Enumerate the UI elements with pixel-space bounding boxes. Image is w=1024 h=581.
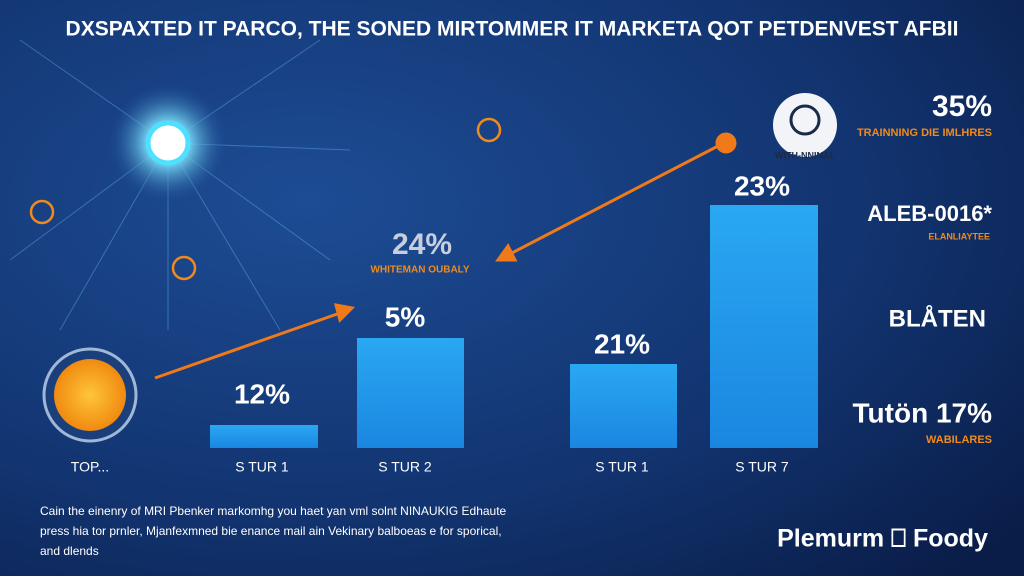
side-label: TRAINNING DIE IMLHRES bbox=[857, 127, 992, 139]
light-core bbox=[145, 120, 191, 166]
logo: Plemurm ⎕ Foody bbox=[777, 525, 988, 553]
bar bbox=[710, 205, 818, 448]
callout-value: 24% bbox=[392, 228, 452, 261]
bar-caption: S TUR 1 bbox=[595, 459, 649, 475]
bar-caption: S TUR 1 bbox=[235, 459, 289, 475]
badge-caption: WITH-NNINAL bbox=[775, 150, 835, 160]
side-value: BLÅTEN bbox=[889, 304, 986, 332]
bar-label: 12% bbox=[234, 378, 290, 409]
bar bbox=[570, 364, 677, 448]
side-label: WABILARES bbox=[926, 434, 992, 446]
side-value: Tutön 17% bbox=[853, 397, 993, 428]
footer-line: and dlends bbox=[40, 544, 99, 558]
bar-label: 5% bbox=[385, 301, 426, 332]
bar-label: 21% bbox=[594, 328, 650, 359]
bar bbox=[357, 338, 464, 448]
title: DXSPAXTED IT PARCO, THE SONED MIRTOMMER … bbox=[66, 18, 959, 41]
side-label: ELANLIAYTEE bbox=[928, 231, 990, 241]
arrows bbox=[154, 132, 737, 380]
badge-icon bbox=[789, 104, 821, 136]
bar-label: 23% bbox=[734, 170, 790, 201]
bar-caption: S TUR 2 bbox=[378, 459, 432, 475]
badge bbox=[773, 93, 837, 157]
footer-line: press hia tor prnler, Mjanfexmned bie en… bbox=[40, 524, 502, 538]
left-caption: TOP... bbox=[71, 459, 109, 475]
footer-line: Cain the einenry of MRI Pbenker markomhg… bbox=[40, 504, 507, 518]
side-value: ALEB-0016* bbox=[867, 201, 992, 226]
small-icons bbox=[29, 117, 502, 281]
bar-caption: S TUR 7 bbox=[735, 459, 789, 475]
side-value: 35% bbox=[932, 90, 992, 123]
emoji bbox=[54, 359, 126, 431]
callout-label: WHITEMAN OUBALY bbox=[370, 265, 469, 276]
bars bbox=[210, 205, 818, 448]
bar bbox=[210, 425, 318, 448]
